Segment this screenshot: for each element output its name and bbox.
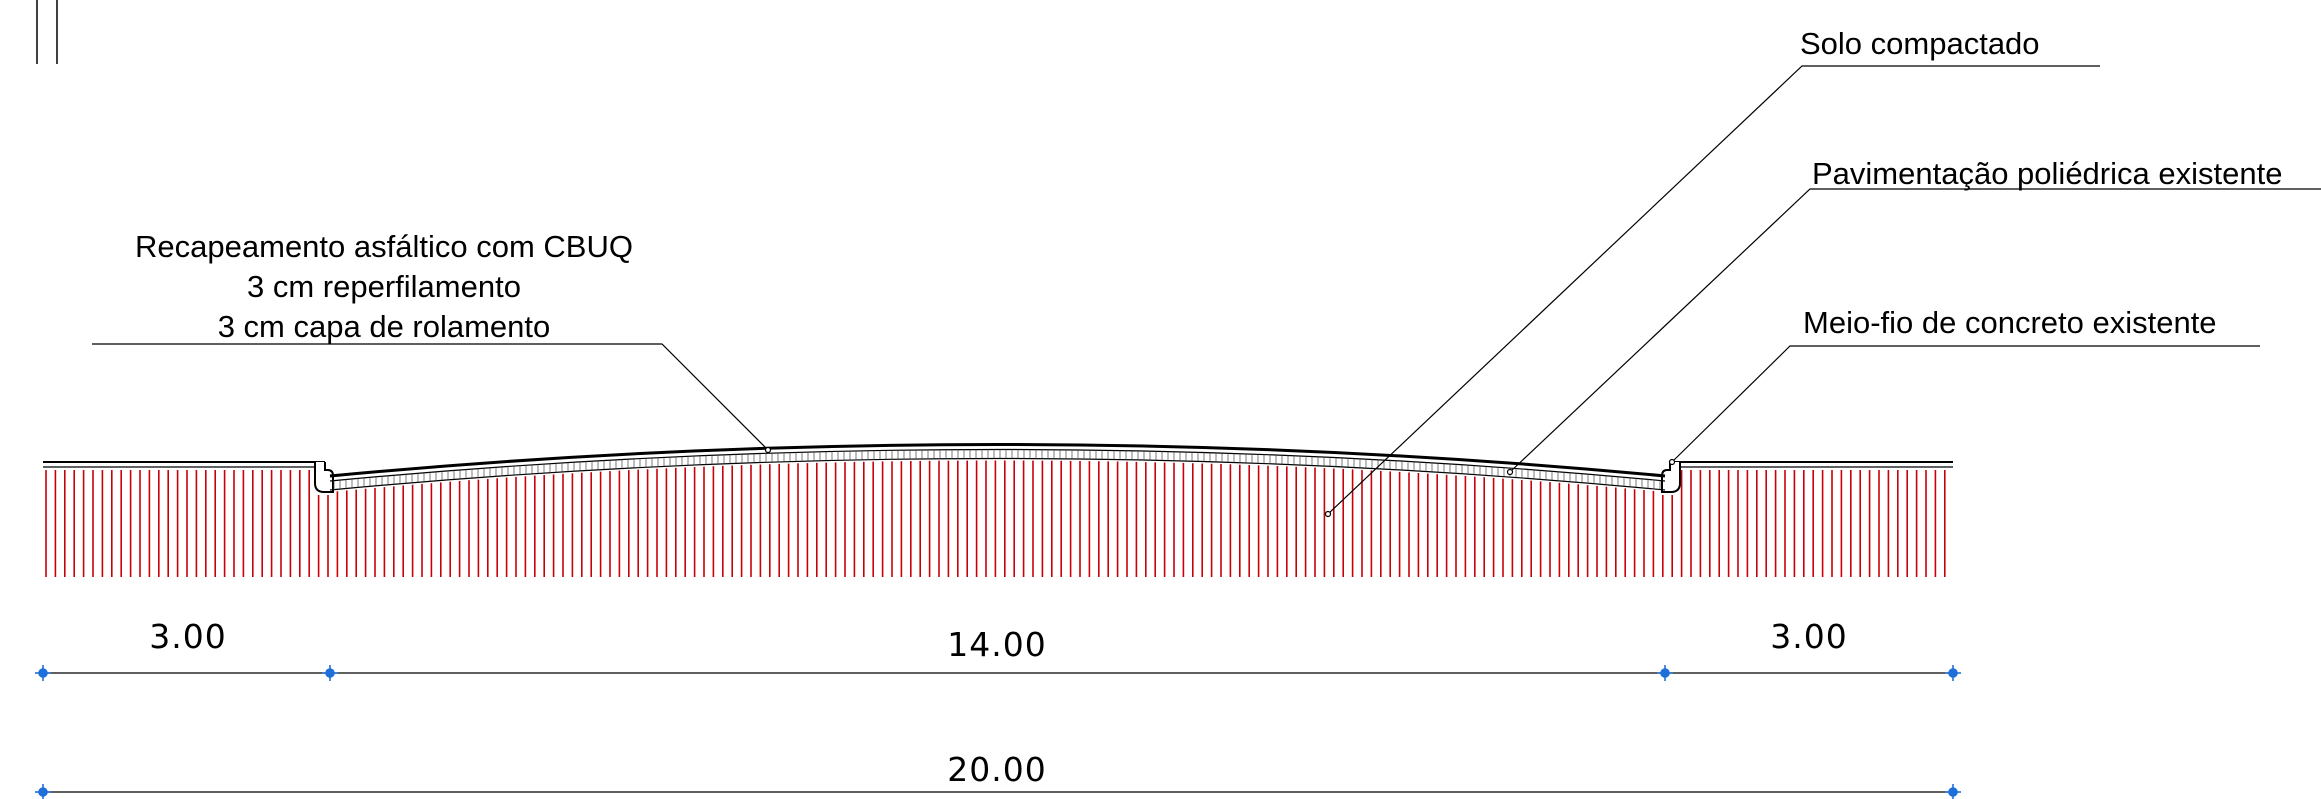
right-curb	[1661, 462, 1681, 493]
label-recapeamento-line2: 3 cm reperfilamento	[247, 269, 521, 304]
dim-marker	[35, 784, 51, 799]
dimension-center: 14.00	[947, 625, 1046, 664]
dimension-markers	[35, 665, 1961, 799]
leader-lines	[92, 65, 2321, 518]
dim-marker	[1945, 784, 1961, 799]
dim-marker	[35, 665, 51, 681]
label-recapeamento-line3: 3 cm capa de rolamento	[218, 309, 551, 344]
label-meio-fio: Meio-fio de concreto existente	[1803, 305, 2217, 340]
frame-border	[36, 0, 58, 64]
paving-pattern	[333, 449, 1661, 490]
left-curb	[314, 462, 334, 493]
dim-marker	[322, 665, 338, 681]
dimension-lines	[43, 672, 1953, 793]
asphalt-top	[329, 443, 1666, 478]
paving-bottom	[329, 457, 1666, 491]
soil-hatch	[45, 460, 1946, 577]
dimension-right: 3.00	[1770, 617, 1847, 656]
pavement-profile	[43, 443, 1953, 493]
dimension-left: 3.00	[149, 617, 226, 656]
dim-marker	[1945, 665, 1961, 681]
label-solo-compactado: Solo compactado	[1800, 26, 2040, 61]
dimension-total: 20.00	[947, 750, 1046, 789]
label-pavimentacao: Pavimentação poliédrica existente	[1812, 156, 2282, 191]
label-recapeamento-line1: Recapeamento asfáltico com CBUQ	[135, 229, 633, 264]
dim-marker	[1657, 665, 1673, 681]
